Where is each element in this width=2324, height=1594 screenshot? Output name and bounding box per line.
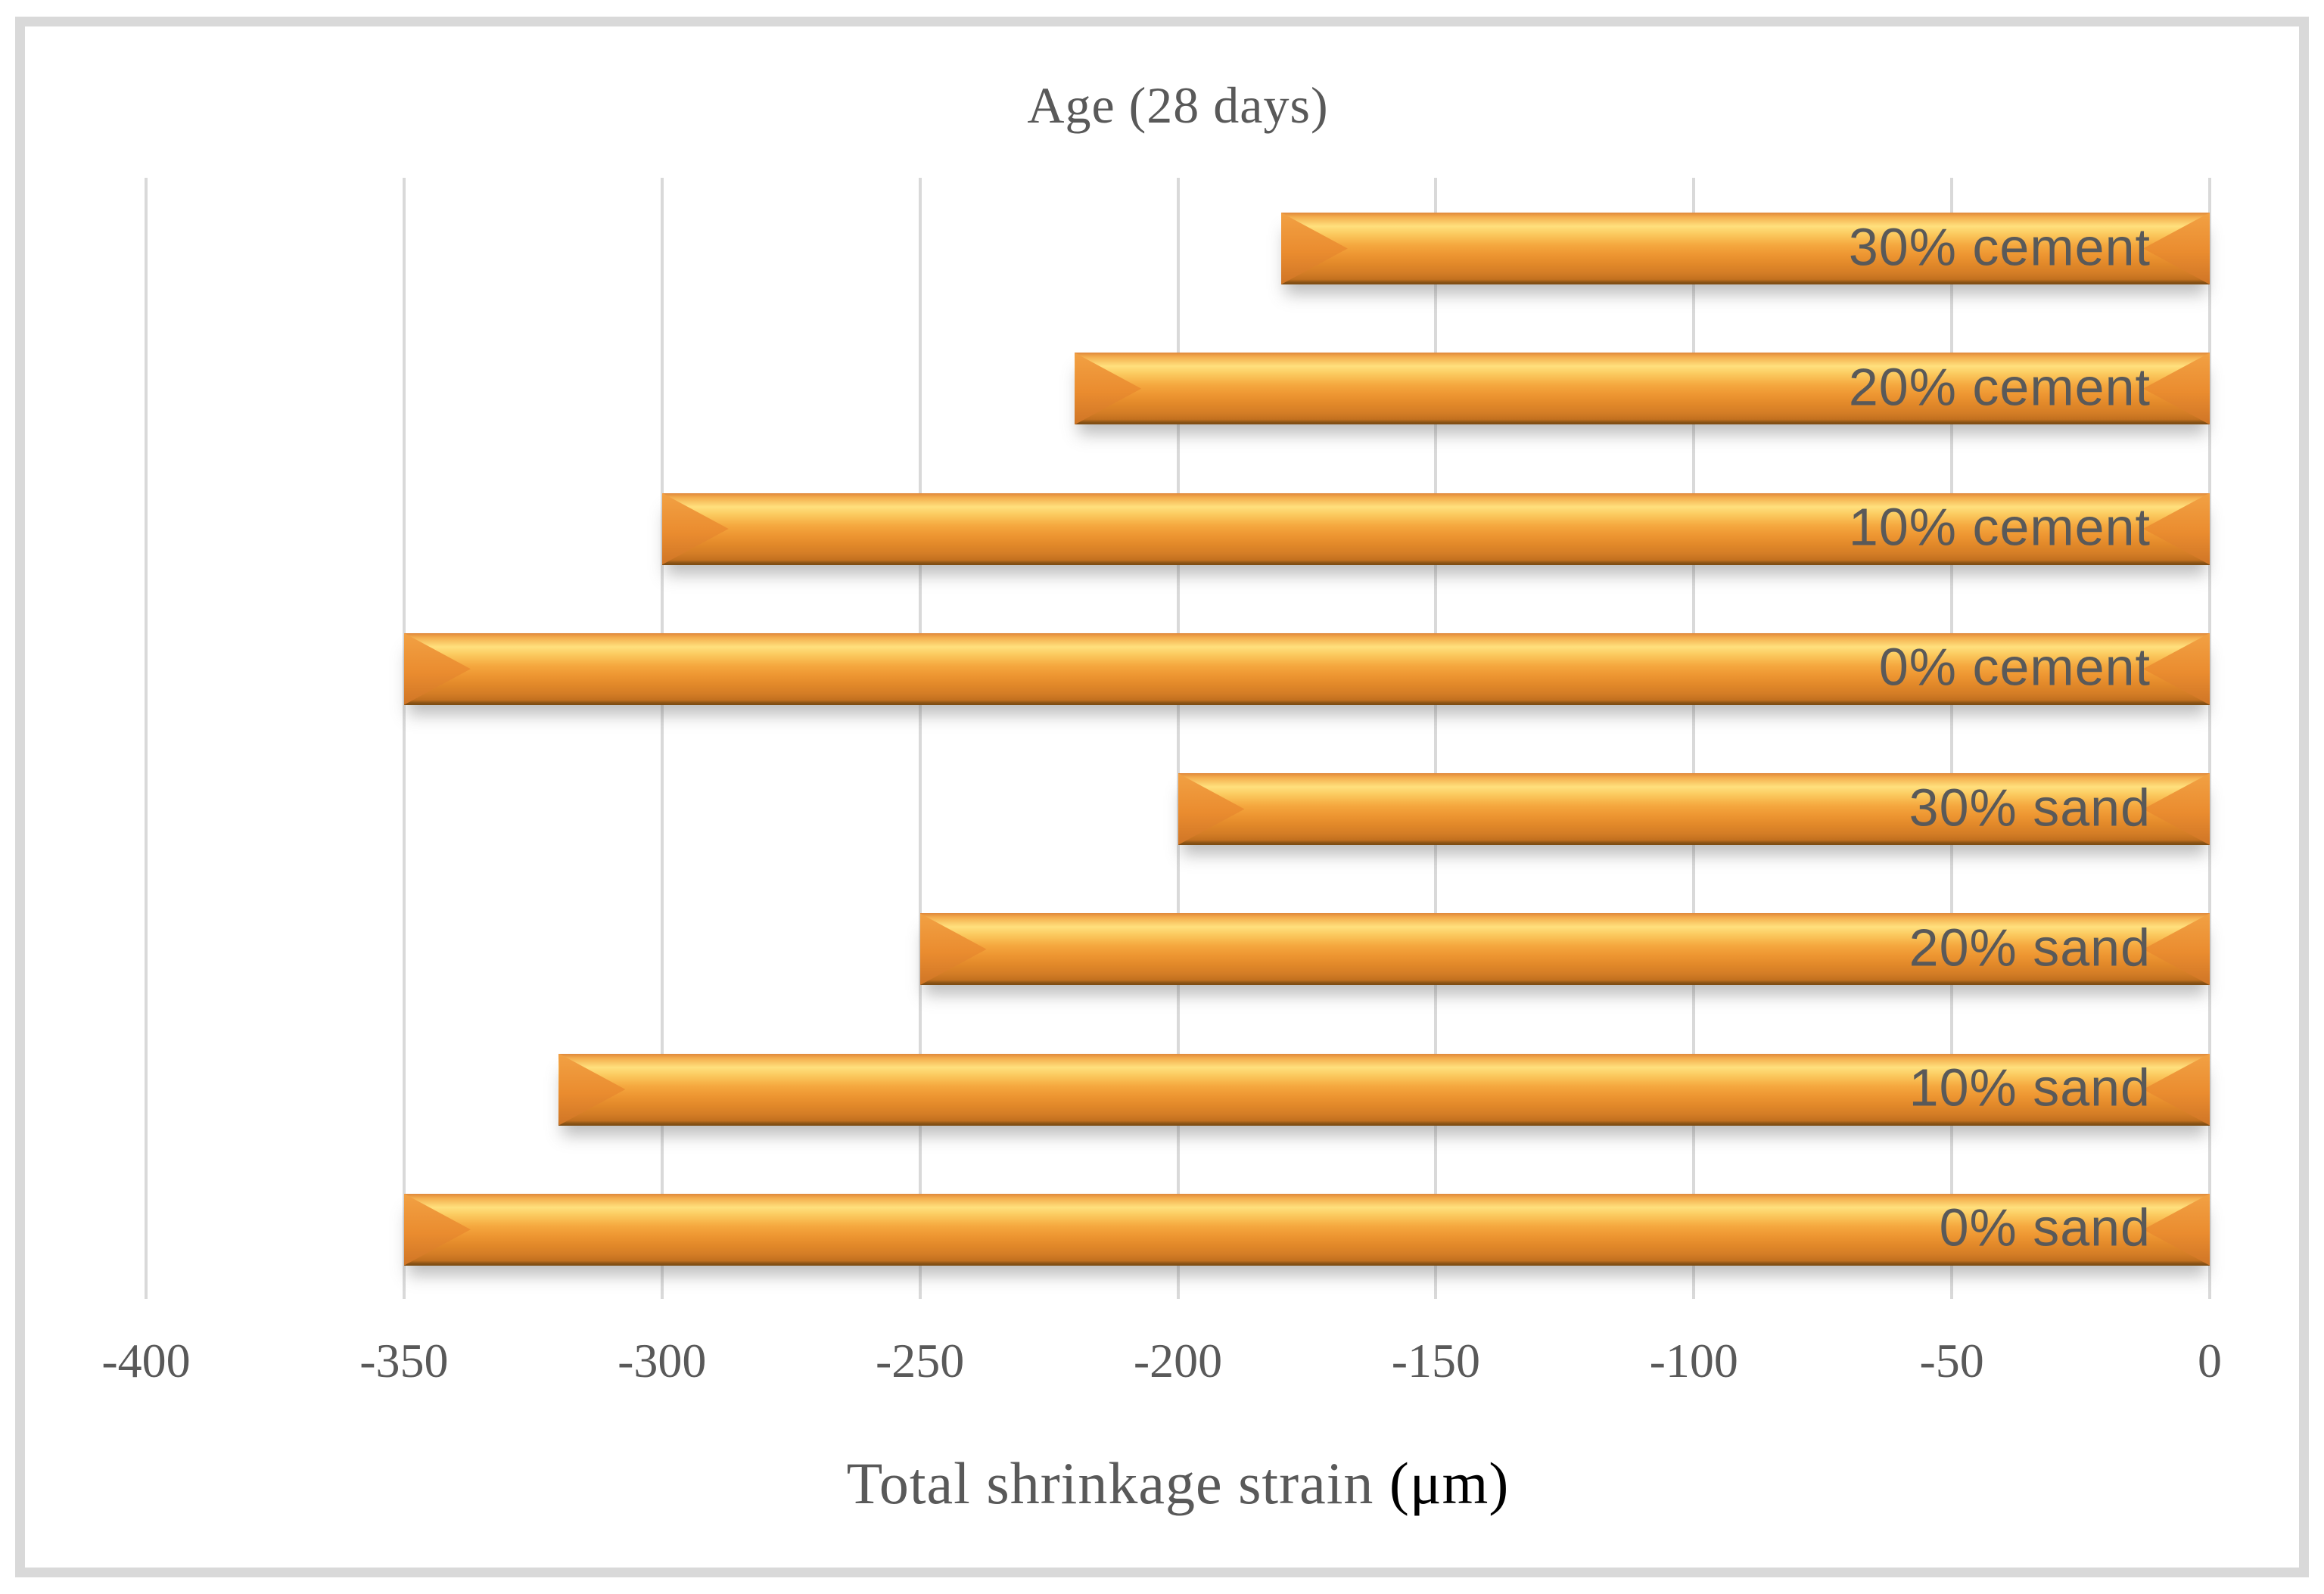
gridline--250 — [918, 178, 922, 1299]
gridline--350 — [402, 178, 406, 1299]
x-tick-label--250: -250 — [875, 1334, 965, 1387]
gridline--300 — [660, 178, 664, 1299]
x-axis-title-unit: (μm) — [1389, 1450, 1510, 1516]
x-tick-label--300: -300 — [618, 1334, 707, 1387]
bar-label: 0% cement — [1878, 637, 2151, 697]
bar-label: 20% sand — [1909, 918, 2151, 977]
bar-label: 30% cement — [1848, 217, 2151, 277]
x-tick-label--150: -150 — [1391, 1334, 1481, 1387]
bar-0-cement: 0% cement — [403, 632, 2210, 705]
bar-30-sand: 30% sand — [1178, 773, 2210, 845]
x-tick-label--200: -200 — [1133, 1334, 1223, 1387]
bar-label: 10% sand — [1909, 1058, 2151, 1117]
bar-10-sand: 10% sand — [558, 1053, 2210, 1126]
x-tick-label--50: -50 — [1919, 1334, 1984, 1387]
bar-label: 0% sand — [1939, 1198, 2151, 1257]
gridline--50 — [1950, 178, 1954, 1299]
bar-label: 20% cement — [1848, 357, 2151, 417]
bar-30-cement: 30% cement — [1280, 213, 2210, 284]
bar-20-sand: 20% sand — [919, 913, 2210, 986]
gridline-0 — [2208, 178, 2211, 1299]
bar-0-sand: 0% sand — [403, 1193, 2210, 1266]
gridline--400 — [145, 178, 148, 1299]
bar-label: 30% sand — [1909, 778, 2151, 837]
bar-label: 10% cement — [1848, 497, 2151, 557]
chart-title: Age (28 days) — [1027, 76, 1329, 134]
x-tick-label--400: -400 — [101, 1334, 191, 1387]
bar-10-cement: 10% cement — [661, 492, 2210, 565]
bar-20-cement: 20% cement — [1075, 353, 2210, 425]
gridline--150 — [1434, 178, 1438, 1299]
gridline--200 — [1176, 178, 1180, 1299]
x-tick-label--350: -350 — [359, 1334, 449, 1387]
x-tick-label-0: 0 — [2198, 1334, 2222, 1387]
x-tick-label--100: -100 — [1649, 1334, 1738, 1387]
gridline--100 — [1692, 178, 1696, 1299]
x-axis-title: Total shrinkage strain (μm) — [146, 1450, 2210, 1533]
x-axis-title-text: Total shrinkage strain — [846, 1450, 1389, 1516]
